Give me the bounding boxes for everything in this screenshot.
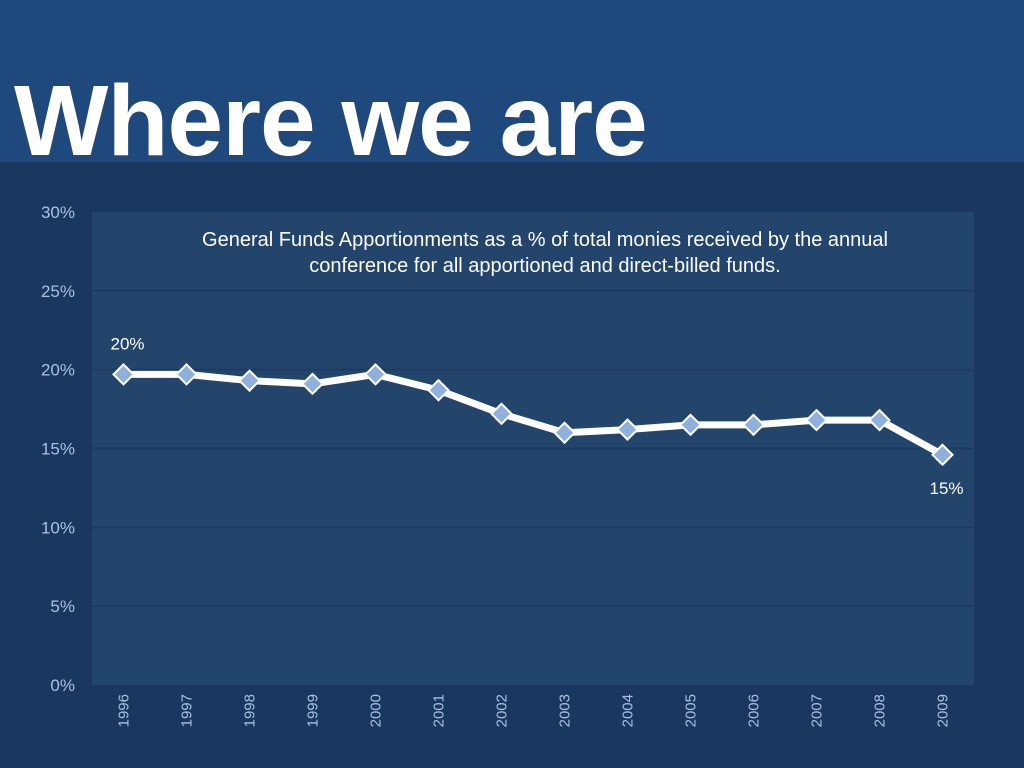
x-tick-label: 2007 — [809, 694, 826, 727]
x-tick-label: 2000 — [368, 694, 385, 727]
x-tick-label: 1999 — [305, 694, 322, 727]
data-point — [742, 413, 765, 437]
y-tick-label: 20% — [41, 361, 75, 380]
data-point — [238, 369, 261, 393]
y-tick-label: 15% — [41, 440, 75, 459]
slide-title: Where we are — [14, 65, 648, 177]
data-point — [301, 372, 324, 396]
y-tick-label: 30% — [41, 203, 75, 222]
x-tick-label: 2008 — [872, 694, 889, 727]
data-point — [490, 402, 513, 426]
y-axis-tick-labels: 0% 5% 10% 15% 20% 25% 30% — [41, 203, 75, 695]
x-tick-label: 2002 — [494, 694, 511, 727]
x-tick-label: 2003 — [557, 694, 574, 727]
y-tick-label: 25% — [41, 282, 75, 301]
data-point — [112, 362, 135, 386]
marker-layer — [112, 362, 954, 467]
y-tick-label: 5% — [50, 597, 75, 616]
x-tick-label: 2009 — [935, 694, 952, 727]
chart-title: General Funds Apportionments as a % of t… — [202, 229, 888, 277]
data-point — [364, 362, 387, 386]
x-axis-tick-labels: 1996 1997 1998 1999 2000 2001 2002 2003 2004 2005… — [116, 694, 952, 727]
data-label: 20% — [110, 334, 144, 353]
data-point — [868, 408, 891, 432]
gridlines — [92, 290, 974, 607]
title-band — [0, 0, 1024, 162]
x-tick-label: 2004 — [620, 694, 637, 727]
data-point — [175, 362, 198, 386]
x-tick-label: 1997 — [179, 694, 196, 727]
y-tick-label: 0% — [50, 676, 75, 695]
data-label: 15% — [929, 479, 963, 498]
x-tick-label: 1996 — [116, 694, 133, 727]
x-tick-label: 2001 — [431, 694, 448, 727]
data-point — [427, 378, 450, 402]
data-point — [553, 421, 576, 445]
data-point — [679, 413, 702, 437]
x-tick-label: 2005 — [683, 694, 700, 727]
x-tick-label: 1998 — [242, 694, 259, 727]
data-label-layer: 20% 15% — [110, 334, 963, 497]
x-tick-label: 2006 — [746, 694, 763, 727]
data-point — [931, 443, 954, 467]
y-tick-label: 10% — [41, 518, 75, 537]
data-point — [616, 418, 639, 441]
data-point — [805, 408, 828, 432]
